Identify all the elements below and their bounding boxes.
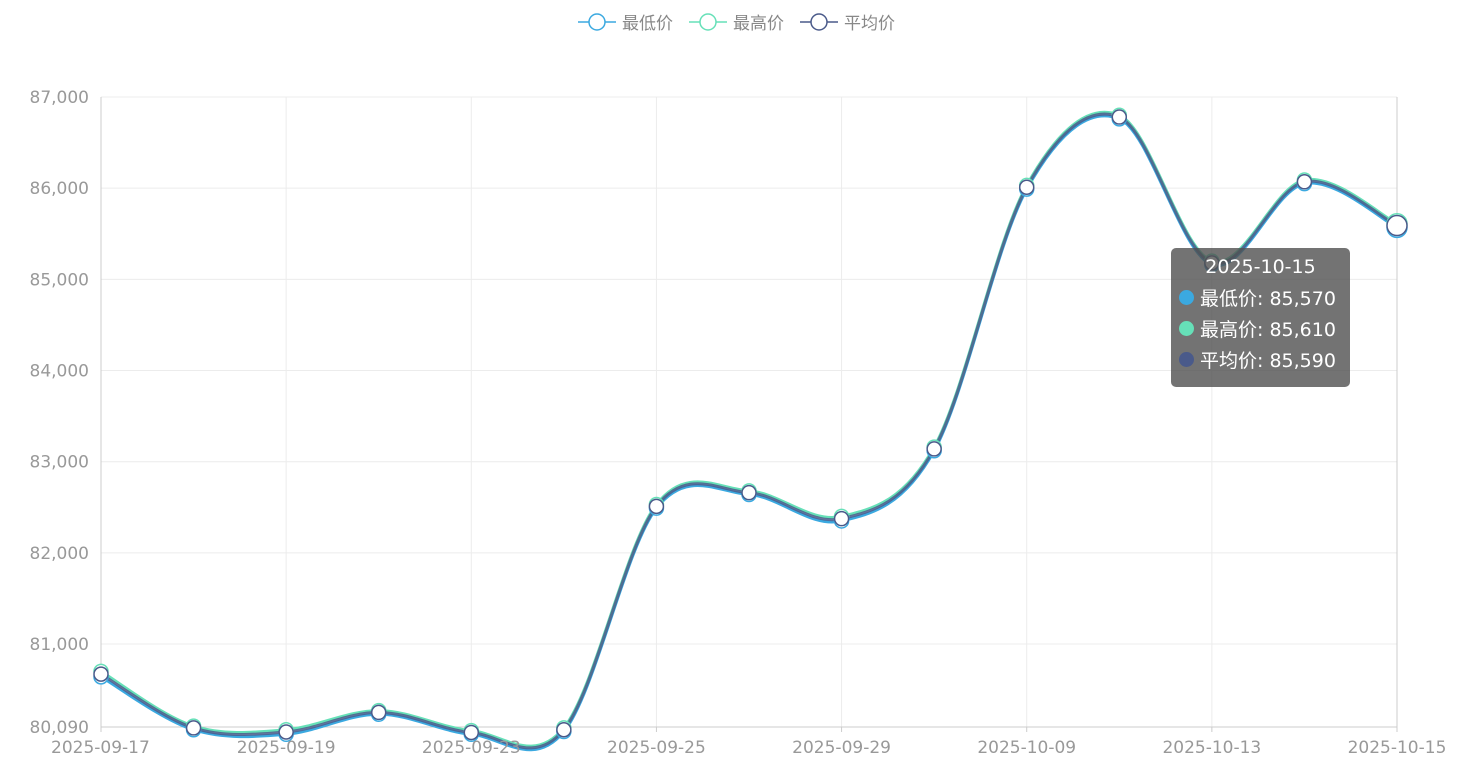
legend-item-avg[interactable]: 平均价 xyxy=(800,9,895,34)
data-point xyxy=(370,704,387,721)
data-point xyxy=(278,724,294,740)
legend-line-circle-icon xyxy=(689,12,727,31)
x-tick-label: 2025-09-25 xyxy=(607,738,706,758)
tooltip-row-high: 最高价: 85,610 xyxy=(1179,313,1350,344)
x-tick-label: 2025-09-19 xyxy=(237,738,336,758)
grid xyxy=(100,96,1398,728)
series-high-line xyxy=(100,110,1398,748)
data-point xyxy=(556,721,572,738)
series-low-line xyxy=(100,114,1398,752)
x-tick-label: 2025-10-13 xyxy=(1162,738,1261,758)
axes xyxy=(100,97,1398,732)
series-dot-icon xyxy=(1179,290,1194,305)
tooltip-value-avg: 平均价: 85,590 xyxy=(1200,350,1336,372)
data-point xyxy=(93,666,109,682)
legend-line-circle-icon xyxy=(800,12,838,31)
tooltip-row-low: 最低价: 85,570 xyxy=(1179,282,1350,313)
tooltip-row-avg: 平均价: 85,590 xyxy=(1179,344,1350,375)
x-tick-label: 2025-10-09 xyxy=(977,738,1076,758)
data-point xyxy=(833,510,850,527)
series-lines xyxy=(100,110,1398,752)
data-points xyxy=(93,107,1408,743)
data-point xyxy=(1386,214,1408,237)
legend-label-low: 最低价 xyxy=(622,14,673,34)
y-tick-label: 80,090 xyxy=(30,718,89,738)
data-point xyxy=(1296,174,1313,190)
tooltip-value-low: 最低价: 85,570 xyxy=(1200,288,1336,310)
x-tick-label: 2025-10-15 xyxy=(1348,738,1447,758)
y-tick-label: 83,000 xyxy=(30,453,89,473)
data-point xyxy=(463,724,480,741)
tick-labels: 87,000 86,000 85,000 84,000 83,000 82,000 81,0… xyxy=(30,88,1447,758)
x-tick-label: 2025-09-23 xyxy=(422,738,521,758)
data-point xyxy=(1111,109,1128,125)
y-tick-label: 81,000 xyxy=(30,635,89,655)
legend-item-low[interactable]: 最低价 xyxy=(578,9,673,34)
x-tick-label: 2025-09-29 xyxy=(792,738,891,758)
tooltip-value-high: 最高价: 85,610 xyxy=(1200,319,1336,341)
legend-line-circle-icon xyxy=(578,12,616,31)
y-tick-label: 85,000 xyxy=(30,270,89,290)
y-tick-label: 87,000 xyxy=(30,88,89,108)
legend-item-high[interactable]: 最高价 xyxy=(689,9,784,34)
legend-label-high: 最高价 xyxy=(733,14,784,34)
y-tick-label: 84,000 xyxy=(30,362,89,382)
series-dot-icon xyxy=(1179,352,1194,367)
series-avg-line xyxy=(100,112,1398,750)
x-tick-label: 2025-09-17 xyxy=(51,738,150,758)
data-point xyxy=(926,441,942,457)
data-point xyxy=(1018,179,1035,196)
data-point xyxy=(648,498,665,515)
data-point xyxy=(185,720,202,736)
tooltip: 2025-10-15 最低价: 85,570 最高价: 85,610 平均价: … xyxy=(1171,248,1350,387)
legend: 最低价 最高价 平均价 xyxy=(0,9,1473,34)
y-tick-label: 86,000 xyxy=(30,179,89,199)
data-point xyxy=(741,484,757,501)
series-dot-icon xyxy=(1179,321,1194,336)
legend-label-avg: 平均价 xyxy=(844,14,895,34)
tooltip-date: 2025-10-15 xyxy=(1205,256,1316,278)
y-tick-label: 82,000 xyxy=(30,544,89,564)
